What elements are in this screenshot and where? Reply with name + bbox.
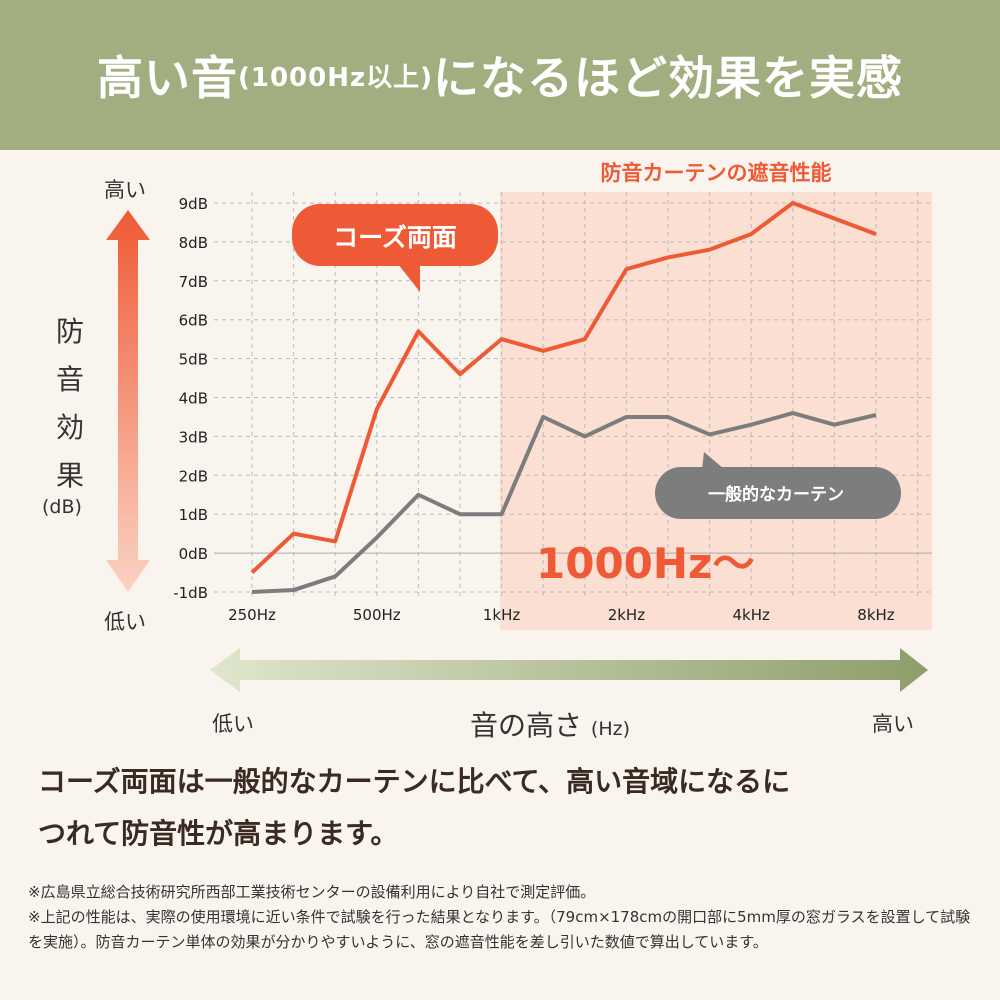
y-tick-label: 1dB <box>179 506 208 524</box>
x-axis-low: 低い <box>212 712 254 736</box>
y-axis-low: 低い <box>104 610 146 634</box>
x-tick-label: 1kHz <box>483 606 521 624</box>
region-title: 防音カーテンの遮音性能 <box>601 161 832 185</box>
y-tick-label: 7dB <box>179 273 208 291</box>
x-axis-label: 音の高さ <box>470 709 583 742</box>
highlight-region <box>500 192 932 630</box>
x-tick-label: 8kHz <box>857 606 895 624</box>
y-tick-label: -1dB <box>173 584 208 602</box>
y-tick-label: 4dB <box>179 390 208 408</box>
y-tick-label: 3dB <box>179 428 208 446</box>
y-tick-label: 5dB <box>179 351 208 369</box>
x-axis-unit: (Hz) <box>590 718 631 740</box>
x-tick-label: 2kHz <box>608 606 646 624</box>
title-part-3: になるほど効果を実感 <box>433 51 904 105</box>
chart: 防音カーテンの遮音性能 9dB 8dB 7dB 6dB 5dB 4dB 3dB 2dB 1dB 0… <box>106 161 932 692</box>
gray-series-label: 一般的なカーテン <box>708 484 844 505</box>
orange-callout: コーズ両面 <box>292 204 498 292</box>
x-tick-label: 500Hz <box>353 606 401 624</box>
x-tick-label: 4kHz <box>733 606 771 624</box>
y-axis-high: 高い <box>104 178 146 202</box>
orange-series-line <box>250 201 877 575</box>
x-axis-high: 高い <box>872 712 914 736</box>
header-banner: 高い音 (1000Hz以上) になるほど効果を実感 <box>0 0 1000 150</box>
gray-callout: 一般的なカーテン <box>655 452 901 519</box>
y-tick-label: 8dB <box>179 234 208 252</box>
footnote: ※上記の性能は、実際の使用環境に近い条件で試験を行った結果となります。（79cm… <box>28 908 971 951</box>
y-title-char: 効 <box>55 411 84 444</box>
y-arrow <box>106 210 150 592</box>
summary-line-2: つれて防音性が高まります。 <box>38 817 399 850</box>
y-tick-label: 6dB <box>179 312 208 330</box>
gray-series-line <box>251 411 877 594</box>
orange-series-label: コーズ両面 <box>333 223 457 252</box>
footnote: ※広島県立総合技術研究所西部工業技術センターの設備利用により自社で測定評価。 <box>28 883 596 901</box>
y-tick-label: 9dB <box>179 195 208 213</box>
title-part-2: (1000Hz以上) <box>237 62 434 93</box>
x-axis-title: 音の高さ (Hz) <box>470 704 630 744</box>
x-arrow <box>210 648 928 692</box>
summary-line-1: コーズ両面は一般的なカーテンに比べて、高い音域になるに <box>38 765 791 798</box>
y-axis-title: 防 音 効 果 <box>52 308 88 500</box>
y-title-char: 防 <box>55 315 84 348</box>
footnotes: ※広島県立総合技術研究所西部工業技術センターの設備利用により自社で測定評価。 ※… <box>28 880 978 955</box>
region-label: 1000Hz〜 <box>536 539 755 588</box>
title-part-1: 高い音 <box>96 51 238 105</box>
y-axis-unit: (dB) <box>42 496 82 518</box>
y-tick-label: 0dB <box>179 545 208 563</box>
x-tick-label: 250Hz <box>228 606 276 624</box>
y-tick-label: 2dB <box>179 467 208 485</box>
y-title-char: 音 <box>55 363 84 396</box>
y-title-char: 果 <box>55 459 84 492</box>
